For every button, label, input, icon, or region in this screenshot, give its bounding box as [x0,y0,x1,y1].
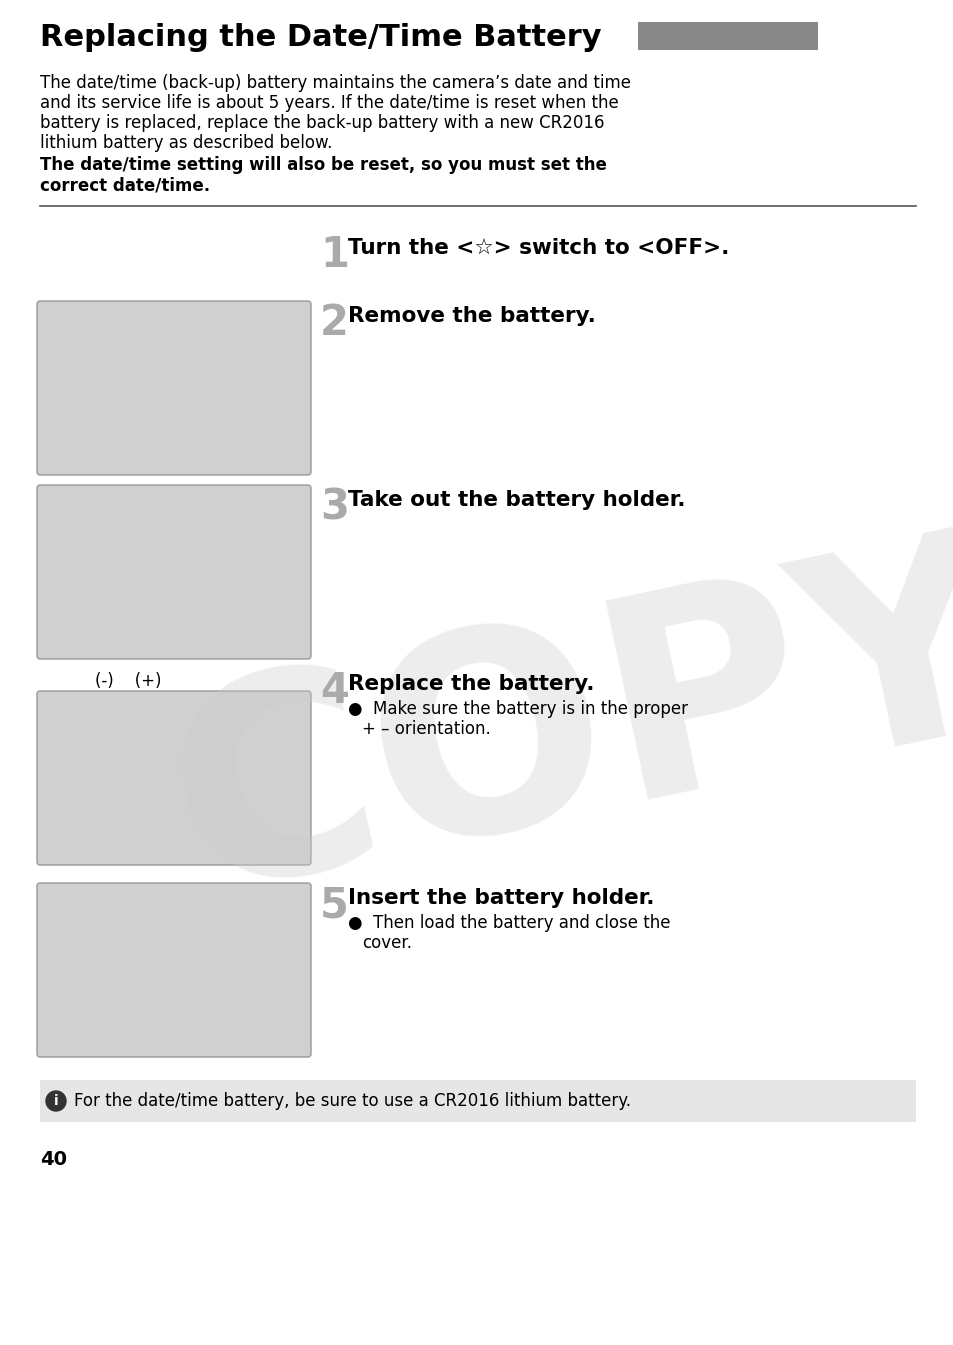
FancyBboxPatch shape [37,884,311,1057]
Text: The date/time setting will also be reset, so you must set the: The date/time setting will also be reset… [40,156,606,174]
Text: lithium battery as described below.: lithium battery as described below. [40,134,332,152]
Text: Insert the battery holder.: Insert the battery holder. [348,888,654,908]
FancyBboxPatch shape [37,486,311,659]
Text: correct date/time.: correct date/time. [40,176,210,194]
Text: and its service life is about 5 years. If the date/time is reset when the: and its service life is about 5 years. I… [40,94,618,112]
Text: 3: 3 [319,486,349,529]
Text: ●  Make sure the battery is in the proper: ● Make sure the battery is in the proper [348,699,687,718]
Bar [638,22,817,50]
Text: 1: 1 [319,234,349,276]
Text: cover.: cover. [361,933,412,952]
Text: 5: 5 [319,884,349,925]
Text: ●  Then load the battery and close the: ● Then load the battery and close the [348,915,670,932]
Text: (-)    (+): (-) (+) [95,672,161,690]
Text: 4: 4 [319,670,349,712]
Text: Replace the battery.: Replace the battery. [348,674,594,694]
Text: i: i [53,1093,58,1108]
Text: 2: 2 [319,303,349,344]
Text: COPY: COPY [149,510,953,950]
Text: Remove the battery.: Remove the battery. [348,307,596,325]
FancyBboxPatch shape [37,691,311,865]
Text: battery is replaced, replace the back-up battery with a new CR2016: battery is replaced, replace the back-up… [40,114,604,132]
Text: Replacing the Date/Time Battery: Replacing the Date/Time Battery [40,23,601,52]
Bar [40,1080,915,1122]
FancyBboxPatch shape [37,301,311,475]
Text: Turn the <☆> switch to <OFF>.: Turn the <☆> switch to <OFF>. [348,238,729,258]
Text: Take out the battery holder.: Take out the battery holder. [348,490,685,510]
Text: The date/time (back-up) battery maintains the camera’s date and time: The date/time (back-up) battery maintain… [40,74,630,91]
Text: 40: 40 [40,1150,67,1169]
Text: For the date/time battery, be sure to use a CR2016 lithium battery.: For the date/time battery, be sure to us… [74,1092,630,1110]
Text: + – orientation.: + – orientation. [361,720,490,738]
Circle shape [46,1091,66,1111]
